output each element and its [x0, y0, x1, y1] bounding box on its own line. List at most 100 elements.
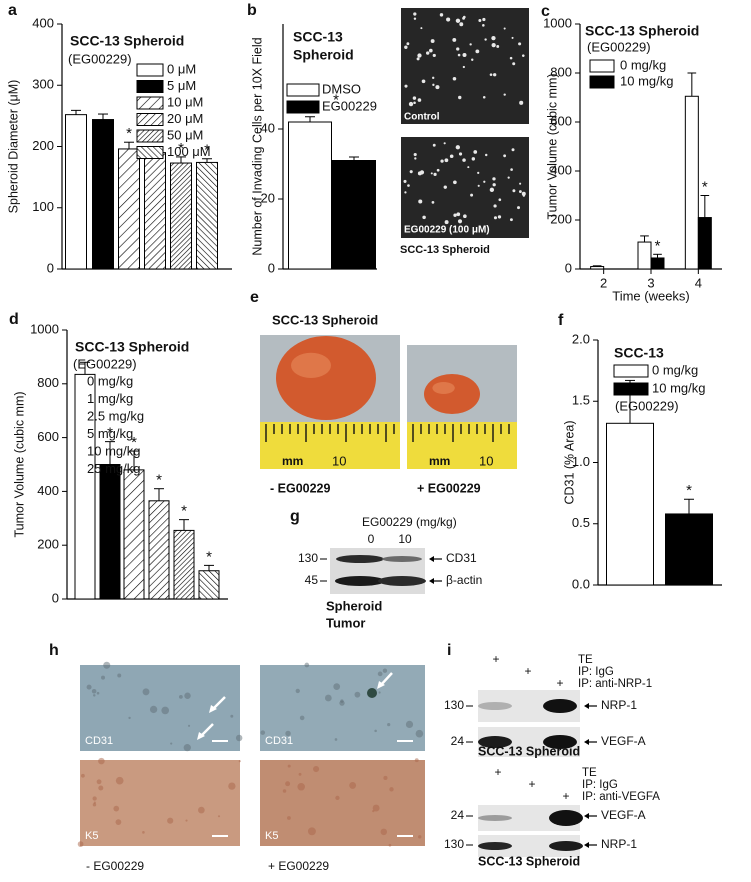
- cell-dot: [518, 42, 522, 46]
- mw-marker: 130: [444, 698, 464, 712]
- blot-footer: Tumor: [326, 615, 365, 630]
- tissue-speck: [377, 671, 383, 677]
- cell-dot: [458, 95, 462, 100]
- chart-subtitle: (EG00229): [73, 356, 137, 371]
- chart-title: Spheroid: [293, 47, 354, 63]
- band: [478, 842, 512, 850]
- tissue-speck: [142, 831, 145, 834]
- cell-dot: [477, 184, 480, 187]
- tissue-speck: [96, 779, 102, 785]
- cell-dot: [419, 170, 425, 175]
- tissue-speck: [313, 765, 320, 773]
- x-tick-label: 4: [695, 275, 702, 290]
- cell-dot: [413, 12, 417, 16]
- tumor-highlight: [432, 382, 455, 394]
- legend-swatch: [589, 75, 615, 89]
- band-label: CD31: [446, 551, 477, 565]
- tissue-speck: [389, 787, 394, 792]
- tissue-speck: [185, 819, 188, 822]
- tissue-speck: [98, 785, 104, 791]
- cell-dot: [521, 191, 526, 196]
- y-tick-label: 1000: [30, 321, 59, 336]
- bar: [148, 500, 170, 600]
- mw-marker: 130: [444, 837, 464, 851]
- cell-dot: [469, 43, 472, 46]
- tissue-speck: [299, 715, 305, 721]
- arrow-head: [584, 739, 589, 745]
- tissue-speck: [98, 757, 105, 765]
- cell-dot: [470, 193, 474, 197]
- cell-dot: [492, 177, 496, 181]
- cell-dot: [403, 179, 407, 183]
- tissue-speck: [285, 730, 291, 737]
- bar: [637, 241, 652, 270]
- legend-swatch: [613, 364, 649, 378]
- bar: [92, 119, 114, 270]
- legend-label: 5 μM: [167, 78, 196, 93]
- y-tick-label: 20: [261, 190, 275, 205]
- cell-dot: [497, 215, 502, 219]
- tissue-speck: [374, 729, 377, 733]
- band-label: NRP-1: [601, 837, 637, 851]
- cell-dot: [417, 98, 422, 102]
- condition-label: IP: IgG: [578, 666, 614, 678]
- band-label: β-actin: [446, 573, 482, 587]
- legend-label: 1 mg/kg: [87, 391, 133, 406]
- cell-dot: [443, 185, 447, 189]
- tissue-speck: [324, 694, 332, 702]
- ruler-mark: 10: [479, 453, 493, 468]
- tissue-speck: [81, 773, 85, 778]
- ruler: [407, 422, 517, 469]
- cell-dot: [477, 171, 480, 174]
- lane-plus: +: [524, 664, 531, 678]
- chart-subtitle: (EG00229): [615, 398, 679, 413]
- cell-dot: [408, 101, 414, 107]
- cell-dot: [412, 96, 417, 100]
- blot-footer: SCC-13 Spheroid: [478, 854, 580, 868]
- cell-dot: [459, 22, 464, 27]
- band: [378, 576, 426, 586]
- tissue-speck: [92, 802, 97, 807]
- chart-subtitle: (EG00229): [68, 51, 132, 66]
- chart-title: SCC-13 Spheroid: [585, 23, 699, 39]
- bar: [606, 422, 654, 586]
- y-axis-label: Number of Invading Cells per 10X Field: [250, 37, 264, 255]
- tissue-speck: [287, 816, 291, 820]
- cell-dot: [493, 73, 497, 77]
- cell-dot: [511, 148, 515, 152]
- cell-dot: [433, 172, 437, 176]
- cell-dot: [503, 93, 506, 96]
- cell-dot: [457, 219, 463, 224]
- cell-dot: [496, 45, 500, 48]
- cell-dot: [517, 206, 521, 210]
- tissue-speck: [378, 691, 381, 694]
- legend-swatch: [613, 382, 649, 396]
- bar: [170, 162, 192, 270]
- cell-dot: [436, 168, 440, 172]
- cell-dot: [404, 45, 408, 49]
- tissue-speck: [230, 714, 234, 718]
- band: [478, 702, 512, 710]
- tissue-speck: [287, 764, 291, 768]
- tissue-speck: [86, 684, 92, 690]
- arrow-head: [584, 842, 589, 848]
- photo-caption: + EG00229: [417, 481, 481, 495]
- cell-dot: [413, 152, 417, 157]
- cell-dot: [414, 157, 417, 160]
- tissue-speck: [167, 817, 174, 824]
- legend-label: 25 mg/kg: [87, 461, 140, 476]
- cell-dot: [417, 53, 422, 58]
- cell-dot: [482, 17, 486, 22]
- blot-header: EG00229 (mg/kg): [362, 515, 457, 529]
- cell-dot: [463, 214, 467, 219]
- cell-dot: [471, 58, 474, 61]
- cell-dot: [440, 159, 444, 163]
- ihc-arrow-head: [197, 732, 205, 740]
- stain-label: CD31: [265, 735, 293, 747]
- cell-dot: [509, 218, 513, 222]
- cell-dot: [498, 198, 502, 202]
- condition-label: TE: [582, 767, 597, 779]
- bar: [332, 160, 376, 270]
- significance-marker: *: [686, 482, 692, 499]
- image-caption: EG00229 (100 μM): [404, 225, 490, 236]
